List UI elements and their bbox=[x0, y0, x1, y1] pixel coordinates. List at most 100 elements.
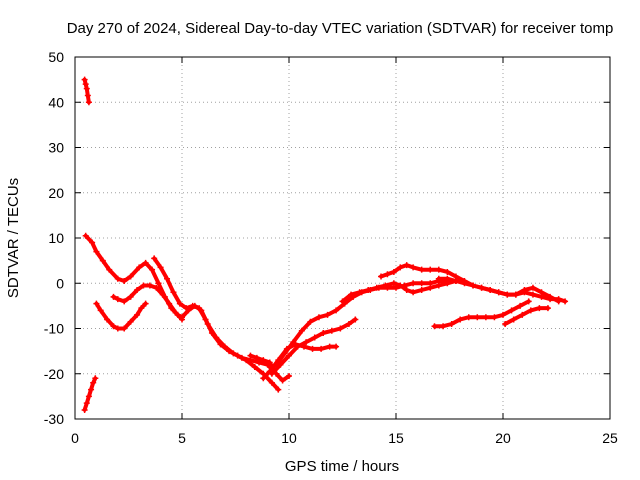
data-point-marker bbox=[517, 302, 524, 309]
gridlines bbox=[75, 57, 610, 419]
data-point-marker bbox=[403, 262, 410, 269]
data-point-marker bbox=[290, 339, 297, 346]
data-point-marker bbox=[90, 379, 97, 386]
data-point-marker bbox=[448, 320, 455, 327]
y-axis-label: SDTVAR / TECUs bbox=[5, 178, 22, 298]
y-tick-label: 10 bbox=[48, 230, 64, 246]
data-point-marker bbox=[127, 318, 134, 325]
data-point-marker bbox=[495, 289, 502, 296]
data-point-marker bbox=[384, 271, 391, 278]
data-point-marker bbox=[142, 300, 149, 307]
series-trace bbox=[152, 256, 281, 392]
series-trace bbox=[94, 301, 148, 331]
data-point-marker bbox=[326, 343, 333, 350]
data-point-marker bbox=[427, 266, 434, 273]
x-tick-labels: 0 5 10 15 20 25 bbox=[71, 430, 618, 446]
data-point-marker bbox=[260, 357, 267, 364]
data-point-marker bbox=[268, 370, 275, 377]
data-point-marker bbox=[157, 264, 164, 271]
data-point-marker bbox=[390, 268, 397, 275]
data-point-marker bbox=[418, 280, 425, 287]
data-point-marker bbox=[508, 307, 515, 314]
data-point-marker bbox=[127, 293, 134, 300]
data-point-marker bbox=[234, 352, 241, 359]
data-point-marker bbox=[149, 266, 156, 273]
data-point-marker bbox=[427, 284, 434, 291]
data-point-marker bbox=[275, 386, 282, 393]
x-tick-label: 5 bbox=[178, 430, 186, 446]
data-point-marker bbox=[83, 400, 90, 407]
data-point-marker bbox=[320, 330, 327, 337]
x-axis-label: GPS time / hours bbox=[285, 458, 399, 475]
data-point-marker bbox=[89, 239, 96, 246]
data-point-marker bbox=[365, 287, 372, 294]
x-tick-label: 10 bbox=[281, 430, 297, 446]
data-point-marker bbox=[251, 363, 258, 370]
axis-ticks bbox=[74, 56, 611, 420]
data-point-marker bbox=[153, 284, 160, 291]
data-point-marker bbox=[303, 339, 310, 346]
data-point-marker bbox=[474, 314, 481, 321]
data-point-marker bbox=[93, 300, 100, 307]
data-point-marker bbox=[146, 282, 153, 289]
data-point-marker bbox=[273, 361, 280, 368]
data-point-marker bbox=[403, 287, 410, 294]
y-tick-label: -10 bbox=[44, 321, 64, 337]
data-point-marker bbox=[82, 81, 89, 88]
data-point-marker bbox=[286, 352, 292, 359]
data-point-marker bbox=[170, 289, 177, 296]
data-point-marker bbox=[382, 282, 389, 289]
data-point-marker bbox=[465, 314, 472, 321]
data-point-marker bbox=[279, 377, 286, 384]
series-arc-6 bbox=[151, 255, 282, 393]
data-point-marker bbox=[166, 300, 173, 307]
data-point-marker bbox=[243, 357, 250, 364]
data-point-marker bbox=[281, 350, 288, 357]
data-point-marker bbox=[138, 305, 145, 312]
data-point-marker bbox=[309, 345, 316, 352]
data-point-marker bbox=[189, 302, 196, 309]
data-point-marker bbox=[521, 287, 528, 294]
x-tick-label: 15 bbox=[388, 430, 404, 446]
data-point-marker bbox=[88, 386, 95, 393]
data-point-marker bbox=[253, 354, 260, 361]
data-point-marker bbox=[337, 325, 344, 332]
data-point-marker bbox=[555, 298, 562, 305]
series-arc-14 bbox=[502, 305, 551, 327]
data-point-marker bbox=[324, 311, 331, 318]
data-point-marker bbox=[260, 375, 267, 382]
data-point-marker bbox=[339, 298, 346, 305]
data-point-marker bbox=[134, 287, 141, 294]
data-point-marker bbox=[529, 291, 536, 298]
x-tick-label: 25 bbox=[602, 430, 618, 446]
data-point-marker bbox=[333, 343, 340, 350]
data-point-marker bbox=[491, 314, 498, 321]
data-point-marker bbox=[352, 316, 359, 323]
data-point-marker bbox=[525, 298, 532, 305]
data-point-marker bbox=[333, 307, 340, 314]
data-point-marker bbox=[155, 280, 162, 287]
series-arc-13 bbox=[431, 298, 532, 330]
data-point-marker bbox=[121, 298, 128, 305]
y-tick-label: -30 bbox=[44, 411, 64, 427]
data-point-marker bbox=[502, 320, 509, 327]
data-point-marker bbox=[92, 375, 99, 382]
data-point-marker bbox=[461, 280, 468, 287]
data-point-marker bbox=[444, 268, 451, 275]
data-point-marker bbox=[457, 316, 464, 323]
series-trace bbox=[274, 279, 458, 367]
series-arc-2 bbox=[81, 375, 99, 413]
data-point-marker bbox=[529, 284, 536, 291]
data-point-marker bbox=[348, 291, 355, 298]
data-point-marker bbox=[311, 334, 318, 341]
data-point-marker bbox=[114, 275, 121, 282]
data-point-marker bbox=[328, 327, 335, 334]
data-point-marker bbox=[202, 316, 209, 323]
y-tick-label: 20 bbox=[48, 185, 64, 201]
data-point-marker bbox=[298, 327, 305, 334]
data-point-marker bbox=[435, 282, 442, 289]
y-tick-label: 0 bbox=[56, 275, 64, 291]
data-point-marker bbox=[159, 291, 166, 298]
data-point-marker bbox=[81, 76, 88, 83]
data-point-marker bbox=[114, 296, 121, 303]
